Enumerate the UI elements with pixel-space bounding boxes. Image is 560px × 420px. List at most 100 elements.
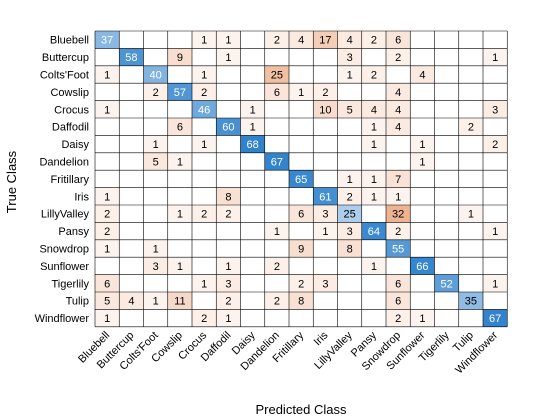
cell-value-13-11: 1 bbox=[371, 261, 377, 273]
cell-value-2-10: 1 bbox=[347, 70, 353, 82]
cell-13-4 bbox=[192, 257, 217, 275]
cell-value-15-5: 2 bbox=[225, 296, 231, 308]
cell-6-14 bbox=[434, 135, 459, 153]
x-tick-labels: BluebellButtercupColts'FootCowslipCrocus… bbox=[76, 329, 500, 376]
cell-13-3 bbox=[167, 257, 192, 275]
cell-value-12-8: 9 bbox=[298, 244, 304, 256]
cell-6-7 bbox=[264, 135, 289, 153]
cell-16-14 bbox=[434, 309, 459, 327]
cell-12-9 bbox=[313, 239, 338, 258]
cell-4-11 bbox=[361, 100, 386, 118]
cell-8-8 bbox=[289, 170, 314, 188]
cell-2-15 bbox=[458, 65, 483, 84]
cell-7-8 bbox=[289, 152, 314, 171]
cell-value-12-2: 1 bbox=[153, 244, 159, 256]
cell-value-3-8: 1 bbox=[298, 87, 304, 99]
cell-12-0 bbox=[95, 239, 120, 258]
cell-11-11 bbox=[361, 222, 386, 240]
cell-16-16 bbox=[483, 309, 508, 327]
cell-16-3 bbox=[167, 309, 192, 327]
cell-6-15 bbox=[458, 135, 483, 153]
cell-0-1 bbox=[119, 31, 144, 49]
cell-value-2-7: 25 bbox=[271, 70, 283, 82]
cell-6-11 bbox=[361, 135, 386, 153]
cell-value-0-5: 1 bbox=[225, 35, 231, 47]
x-tick-label: Iris bbox=[312, 329, 331, 348]
cell-5-11 bbox=[361, 118, 386, 136]
cell-14-2 bbox=[143, 274, 168, 292]
cell-8-13 bbox=[410, 170, 435, 188]
cell-9-14 bbox=[434, 187, 459, 205]
cell-value-0-11: 2 bbox=[371, 35, 377, 47]
cell-value-9-11: 1 bbox=[371, 191, 377, 203]
cell-value-15-2: 1 bbox=[153, 296, 159, 308]
cell-5-5 bbox=[216, 118, 241, 136]
cell-value-1-12: 2 bbox=[395, 52, 401, 64]
cell-16-4 bbox=[192, 309, 217, 327]
cell-value-10-0: 2 bbox=[104, 209, 110, 221]
cell-9-13 bbox=[410, 187, 435, 205]
cell-value-4-9: 10 bbox=[319, 104, 331, 116]
cell-value-8-11: 1 bbox=[371, 174, 377, 186]
cell-8-15 bbox=[458, 170, 483, 188]
cell-11-8 bbox=[289, 222, 314, 240]
cell-6-9 bbox=[313, 135, 338, 153]
cell-6-12 bbox=[386, 135, 411, 153]
cell-15-8 bbox=[289, 292, 314, 310]
cell-value-6-13: 1 bbox=[419, 139, 425, 151]
cell-value-8-8: 65 bbox=[295, 174, 307, 186]
cell-8-5 bbox=[216, 170, 241, 188]
cell-7-7 bbox=[264, 152, 289, 171]
cell-value-15-15: 35 bbox=[465, 296, 477, 308]
y-tick-label: LillyValley bbox=[41, 209, 90, 221]
cell-5-14 bbox=[434, 118, 459, 136]
cell-4-14 bbox=[434, 100, 459, 118]
cell-3-0 bbox=[95, 83, 120, 101]
cell-10-12 bbox=[386, 205, 411, 223]
cell-1-11 bbox=[361, 48, 386, 66]
cell-2-14 bbox=[434, 65, 459, 84]
cell-4-13 bbox=[410, 100, 435, 118]
cell-15-11 bbox=[361, 292, 386, 310]
cell-value-4-0: 1 bbox=[104, 104, 110, 116]
cell-14-0 bbox=[95, 274, 120, 292]
cell-15-10 bbox=[337, 292, 362, 310]
cell-value-13-2: 3 bbox=[153, 261, 159, 273]
cell-14-14 bbox=[434, 274, 459, 292]
cell-7-0 bbox=[95, 152, 120, 171]
cell-6-10 bbox=[337, 135, 362, 153]
cell-12-1 bbox=[119, 239, 144, 258]
cell-value-11-11: 64 bbox=[368, 226, 380, 238]
cell-14-11 bbox=[361, 274, 386, 292]
cell-13-2 bbox=[143, 257, 168, 275]
cell-13-14 bbox=[434, 257, 459, 275]
cell-value-10-8: 6 bbox=[298, 209, 304, 221]
cell-value-7-3: 1 bbox=[177, 157, 183, 169]
cell-7-2 bbox=[143, 152, 168, 171]
y-tick-label: Crocus bbox=[54, 104, 89, 116]
cell-value-7-2: 5 bbox=[153, 157, 159, 169]
cell-13-0 bbox=[95, 257, 120, 275]
cell-value-2-11: 2 bbox=[371, 70, 377, 82]
cell-16-10 bbox=[337, 309, 362, 327]
cell-11-15 bbox=[458, 222, 483, 240]
cell-2-13 bbox=[410, 65, 435, 84]
cell-1-9 bbox=[313, 48, 338, 66]
cell-8-2 bbox=[143, 170, 168, 188]
cell-4-8 bbox=[289, 100, 314, 118]
cell-12-5 bbox=[216, 239, 241, 258]
cell-value-10-3: 1 bbox=[177, 209, 183, 221]
cell-value-16-16: 67 bbox=[489, 313, 501, 325]
cell-value-6-16: 2 bbox=[492, 139, 498, 151]
cell-15-16 bbox=[483, 292, 508, 310]
cell-10-15 bbox=[458, 205, 483, 223]
cell-12-6 bbox=[240, 239, 265, 258]
cell-16-13 bbox=[410, 309, 435, 327]
cell-11-4 bbox=[192, 222, 217, 240]
cell-9-0 bbox=[95, 187, 120, 205]
cell-11-1 bbox=[119, 222, 144, 240]
cell-value-12-10: 8 bbox=[347, 244, 353, 256]
cell-8-0 bbox=[95, 170, 120, 188]
cell-10-11 bbox=[361, 205, 386, 223]
